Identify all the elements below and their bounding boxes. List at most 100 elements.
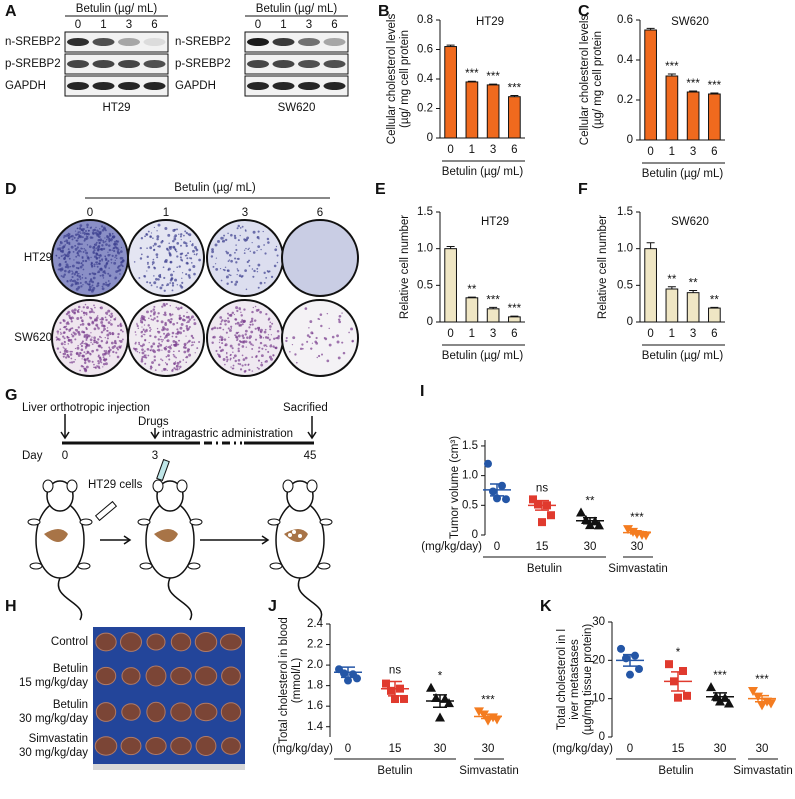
colony: [92, 229, 95, 232]
y-tick-label: 2.0: [307, 659, 323, 671]
colony: [320, 324, 323, 328]
liver: [219, 633, 243, 651]
colony: [138, 343, 141, 346]
error-bar: [510, 315, 519, 317]
arrow-head: [123, 535, 132, 545]
colony: [211, 341, 214, 344]
colony: [230, 233, 233, 237]
liver: [94, 736, 118, 756]
colony: [182, 315, 185, 318]
y-axis-label: Tumor volume (cm³): [449, 436, 461, 539]
colony: [269, 344, 273, 348]
colony: [94, 243, 98, 247]
colony: [152, 312, 156, 316]
colony: [91, 264, 94, 267]
x-tick-label: 0: [647, 328, 653, 340]
colony: [81, 274, 84, 276]
colony: [265, 348, 267, 351]
colony: [149, 314, 152, 317]
colony: [101, 362, 103, 364]
colony: [63, 340, 66, 343]
colony: [146, 310, 149, 314]
colony: [110, 237, 113, 240]
mouse-paw: [29, 562, 43, 570]
colony: [104, 240, 107, 243]
mouse-ear: [66, 479, 78, 493]
point: [706, 682, 716, 692]
point: [679, 667, 687, 675]
colony: [62, 346, 64, 348]
colony: [163, 313, 167, 317]
colony: [87, 322, 91, 326]
colony: [92, 246, 96, 250]
y-tick-label: 0: [427, 132, 433, 144]
colony: [219, 339, 221, 341]
colony: [153, 281, 157, 285]
colony: [92, 251, 96, 255]
error-bar: [446, 44, 455, 47]
colony: [95, 316, 99, 320]
x-tick-label: 3: [690, 146, 696, 158]
colony: [221, 319, 224, 322]
colony: [235, 261, 238, 264]
colony: [68, 330, 70, 333]
colony: [190, 334, 194, 338]
colony: [117, 336, 120, 339]
point: [594, 520, 604, 530]
mouse-tail: [297, 577, 323, 621]
colony: [326, 359, 330, 363]
colony: [117, 269, 120, 273]
colony: [234, 359, 237, 363]
colony: [79, 369, 81, 372]
colony: [101, 260, 103, 262]
colony: [237, 331, 240, 334]
colony: [236, 309, 239, 313]
colony: [271, 322, 274, 325]
colony: [106, 330, 108, 332]
colony: [168, 358, 171, 361]
colony: [174, 234, 178, 238]
colony: [90, 289, 94, 293]
colony: [176, 255, 179, 258]
colony: [229, 314, 233, 317]
liver: [221, 737, 241, 755]
colony: [119, 256, 123, 260]
colony: [56, 247, 60, 251]
colony: [252, 230, 256, 234]
band: [143, 38, 166, 46]
colony: [107, 253, 110, 257]
colony: [229, 329, 232, 332]
colony: [141, 348, 144, 352]
colony: [73, 312, 75, 314]
colony: [79, 282, 82, 284]
colony: [64, 343, 66, 346]
colony: [74, 244, 77, 247]
y-tick-label: 0.5: [617, 279, 633, 291]
colony: [167, 346, 170, 349]
colony: [63, 234, 67, 238]
colony: [58, 256, 61, 259]
colony: [173, 350, 175, 353]
liver: [170, 666, 192, 686]
colony: [174, 248, 177, 251]
colony: [233, 354, 237, 358]
colony: [241, 340, 245, 344]
colony: [219, 316, 223, 319]
colony: [301, 347, 304, 350]
y-tick-label: 0.8: [417, 14, 433, 26]
colony: [72, 331, 75, 334]
y-tick-label: 1.0: [417, 243, 433, 255]
colony: [239, 234, 241, 237]
colony: [258, 238, 260, 240]
colony: [62, 335, 65, 338]
arrow-head: [60, 431, 70, 440]
colony: [91, 321, 95, 325]
colony: [183, 350, 187, 354]
band: [247, 60, 269, 68]
colony: [161, 328, 165, 332]
error-bar: [535, 499, 549, 511]
colony: [149, 326, 151, 329]
group-label: Simvastatin: [608, 563, 667, 575]
dose-label: 1: [163, 207, 169, 219]
colony: [257, 263, 261, 267]
